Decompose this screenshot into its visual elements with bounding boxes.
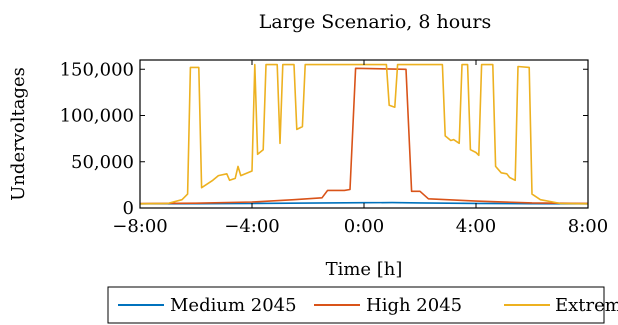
y-tick-label: 50,000 (71, 152, 134, 173)
series-line-1 (139, 67, 589, 205)
series-line-0 (139, 201, 589, 205)
x-tick-label: 4:00 (456, 216, 496, 237)
series-line-2 (139, 63, 589, 205)
x-tick-label: 0:00 (344, 216, 384, 237)
y-tick-label: 150,000 (60, 59, 134, 80)
chart-title: Large Scenario, 8 hours (259, 11, 492, 33)
x-tick-label: −8:00 (112, 216, 168, 237)
x-axis-ticks: −8:00 −4:00 0:00 4:00 8:00 (112, 60, 608, 237)
x-tick-label: −4:00 (224, 216, 280, 237)
y-axis-label: Undervoltages (8, 67, 29, 201)
legend-label-1: High 2045 (366, 295, 462, 316)
series-lines (139, 63, 589, 205)
legend-label-2: Extreme (555, 295, 618, 316)
x-tick-label: 8:00 (568, 216, 608, 237)
x-axis-label: Time [h] (326, 259, 403, 280)
y-tick-label: 100,000 (60, 106, 134, 127)
y-tick-label: 0 (123, 198, 134, 219)
legend: Medium 2045 High 2045 Extreme (107, 286, 618, 324)
plot-frame (139, 59, 589, 209)
y-axis-ticks: 0 50,000 100,000 150,000 (60, 59, 588, 219)
legend-label-0: Medium 2045 (170, 295, 297, 316)
